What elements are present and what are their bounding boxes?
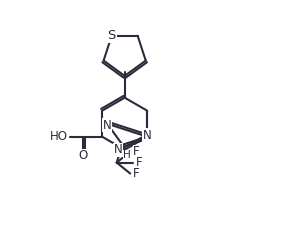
Text: O: O — [79, 149, 88, 162]
Text: S: S — [108, 29, 116, 42]
Text: H: H — [123, 150, 131, 160]
Text: N: N — [103, 118, 112, 132]
Text: F: F — [133, 145, 140, 158]
Text: HO: HO — [50, 130, 68, 143]
Text: F: F — [136, 156, 143, 169]
Text: N: N — [143, 129, 152, 142]
Text: F: F — [133, 167, 140, 180]
Text: N: N — [114, 143, 123, 156]
